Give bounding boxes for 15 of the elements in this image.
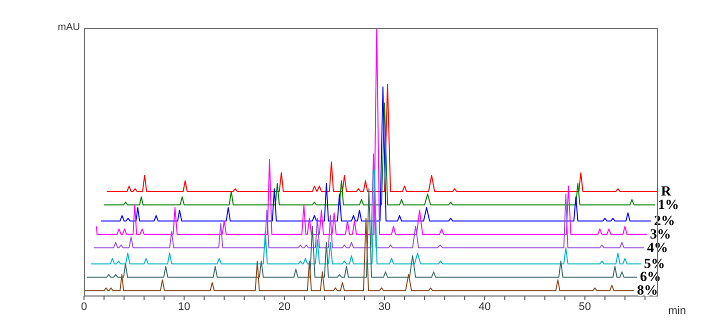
x-tick-label: 30 bbox=[378, 300, 391, 313]
y-axis-title: mAU bbox=[56, 22, 80, 33]
x-tick-label: 50 bbox=[578, 300, 591, 313]
series-label: 6% bbox=[640, 270, 661, 286]
x-tick-label: 10 bbox=[178, 300, 190, 313]
x-axis-title: min bbox=[668, 305, 686, 317]
series-label: R bbox=[661, 184, 672, 200]
series-label: 4% bbox=[646, 240, 668, 256]
series-label: 8% bbox=[636, 284, 658, 299]
series-label: 3% bbox=[650, 227, 671, 242]
x-tick-label: 20 bbox=[278, 300, 290, 313]
series-label: 5% bbox=[644, 256, 665, 272]
x-tick-label: 40 bbox=[478, 300, 491, 313]
series-label: 1% bbox=[658, 198, 679, 213]
x-tick-label: 0 bbox=[80, 300, 88, 313]
